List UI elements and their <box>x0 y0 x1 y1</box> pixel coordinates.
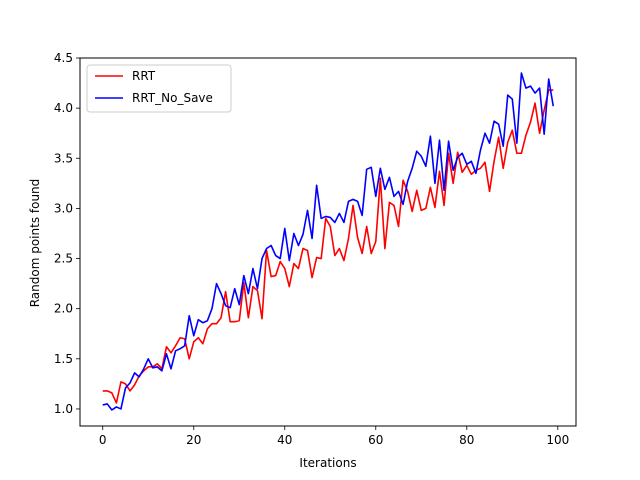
y-tick-label: 2.0 <box>54 302 73 316</box>
plot-background <box>80 58 576 426</box>
y-tick-label: 3.5 <box>54 151 73 165</box>
x-tick-label: 60 <box>368 433 383 447</box>
y-tick-label: 4.5 <box>54 51 73 65</box>
axes-frame <box>79 57 577 427</box>
y-tick-label: 4.0 <box>54 101 73 115</box>
plot-area <box>80 58 576 426</box>
y-tick-label: 1.0 <box>54 402 73 416</box>
y-tick-label: 3.0 <box>54 201 73 215</box>
legend-label: RRT_No_Save <box>132 91 213 105</box>
x-axis-label: Iterations <box>299 456 356 470</box>
y-tick-label: 2.5 <box>54 252 73 266</box>
y-tick-label: 1.5 <box>54 352 73 366</box>
series-layer <box>102 72 555 411</box>
legend-label: RRT <box>132 69 156 83</box>
x-axis: 0 20 40 60 80 100 <box>99 426 569 447</box>
x-tick-label: 40 <box>277 433 292 447</box>
x-tick-label: 20 <box>186 433 201 447</box>
x-tick-label: 0 <box>99 433 107 447</box>
x-tick-label: 80 <box>459 433 474 447</box>
legend: RRT RRT_No_Save <box>86 64 232 113</box>
y-axis: 1.0 1.5 2.0 2.5 3.0 3.5 4.0 4.5 <box>54 51 80 416</box>
y-axis-label: Random points found <box>28 179 42 308</box>
x-tick-label: 100 <box>546 433 569 447</box>
series-line-0 <box>102 89 554 404</box>
series-line-1 <box>102 72 555 411</box>
